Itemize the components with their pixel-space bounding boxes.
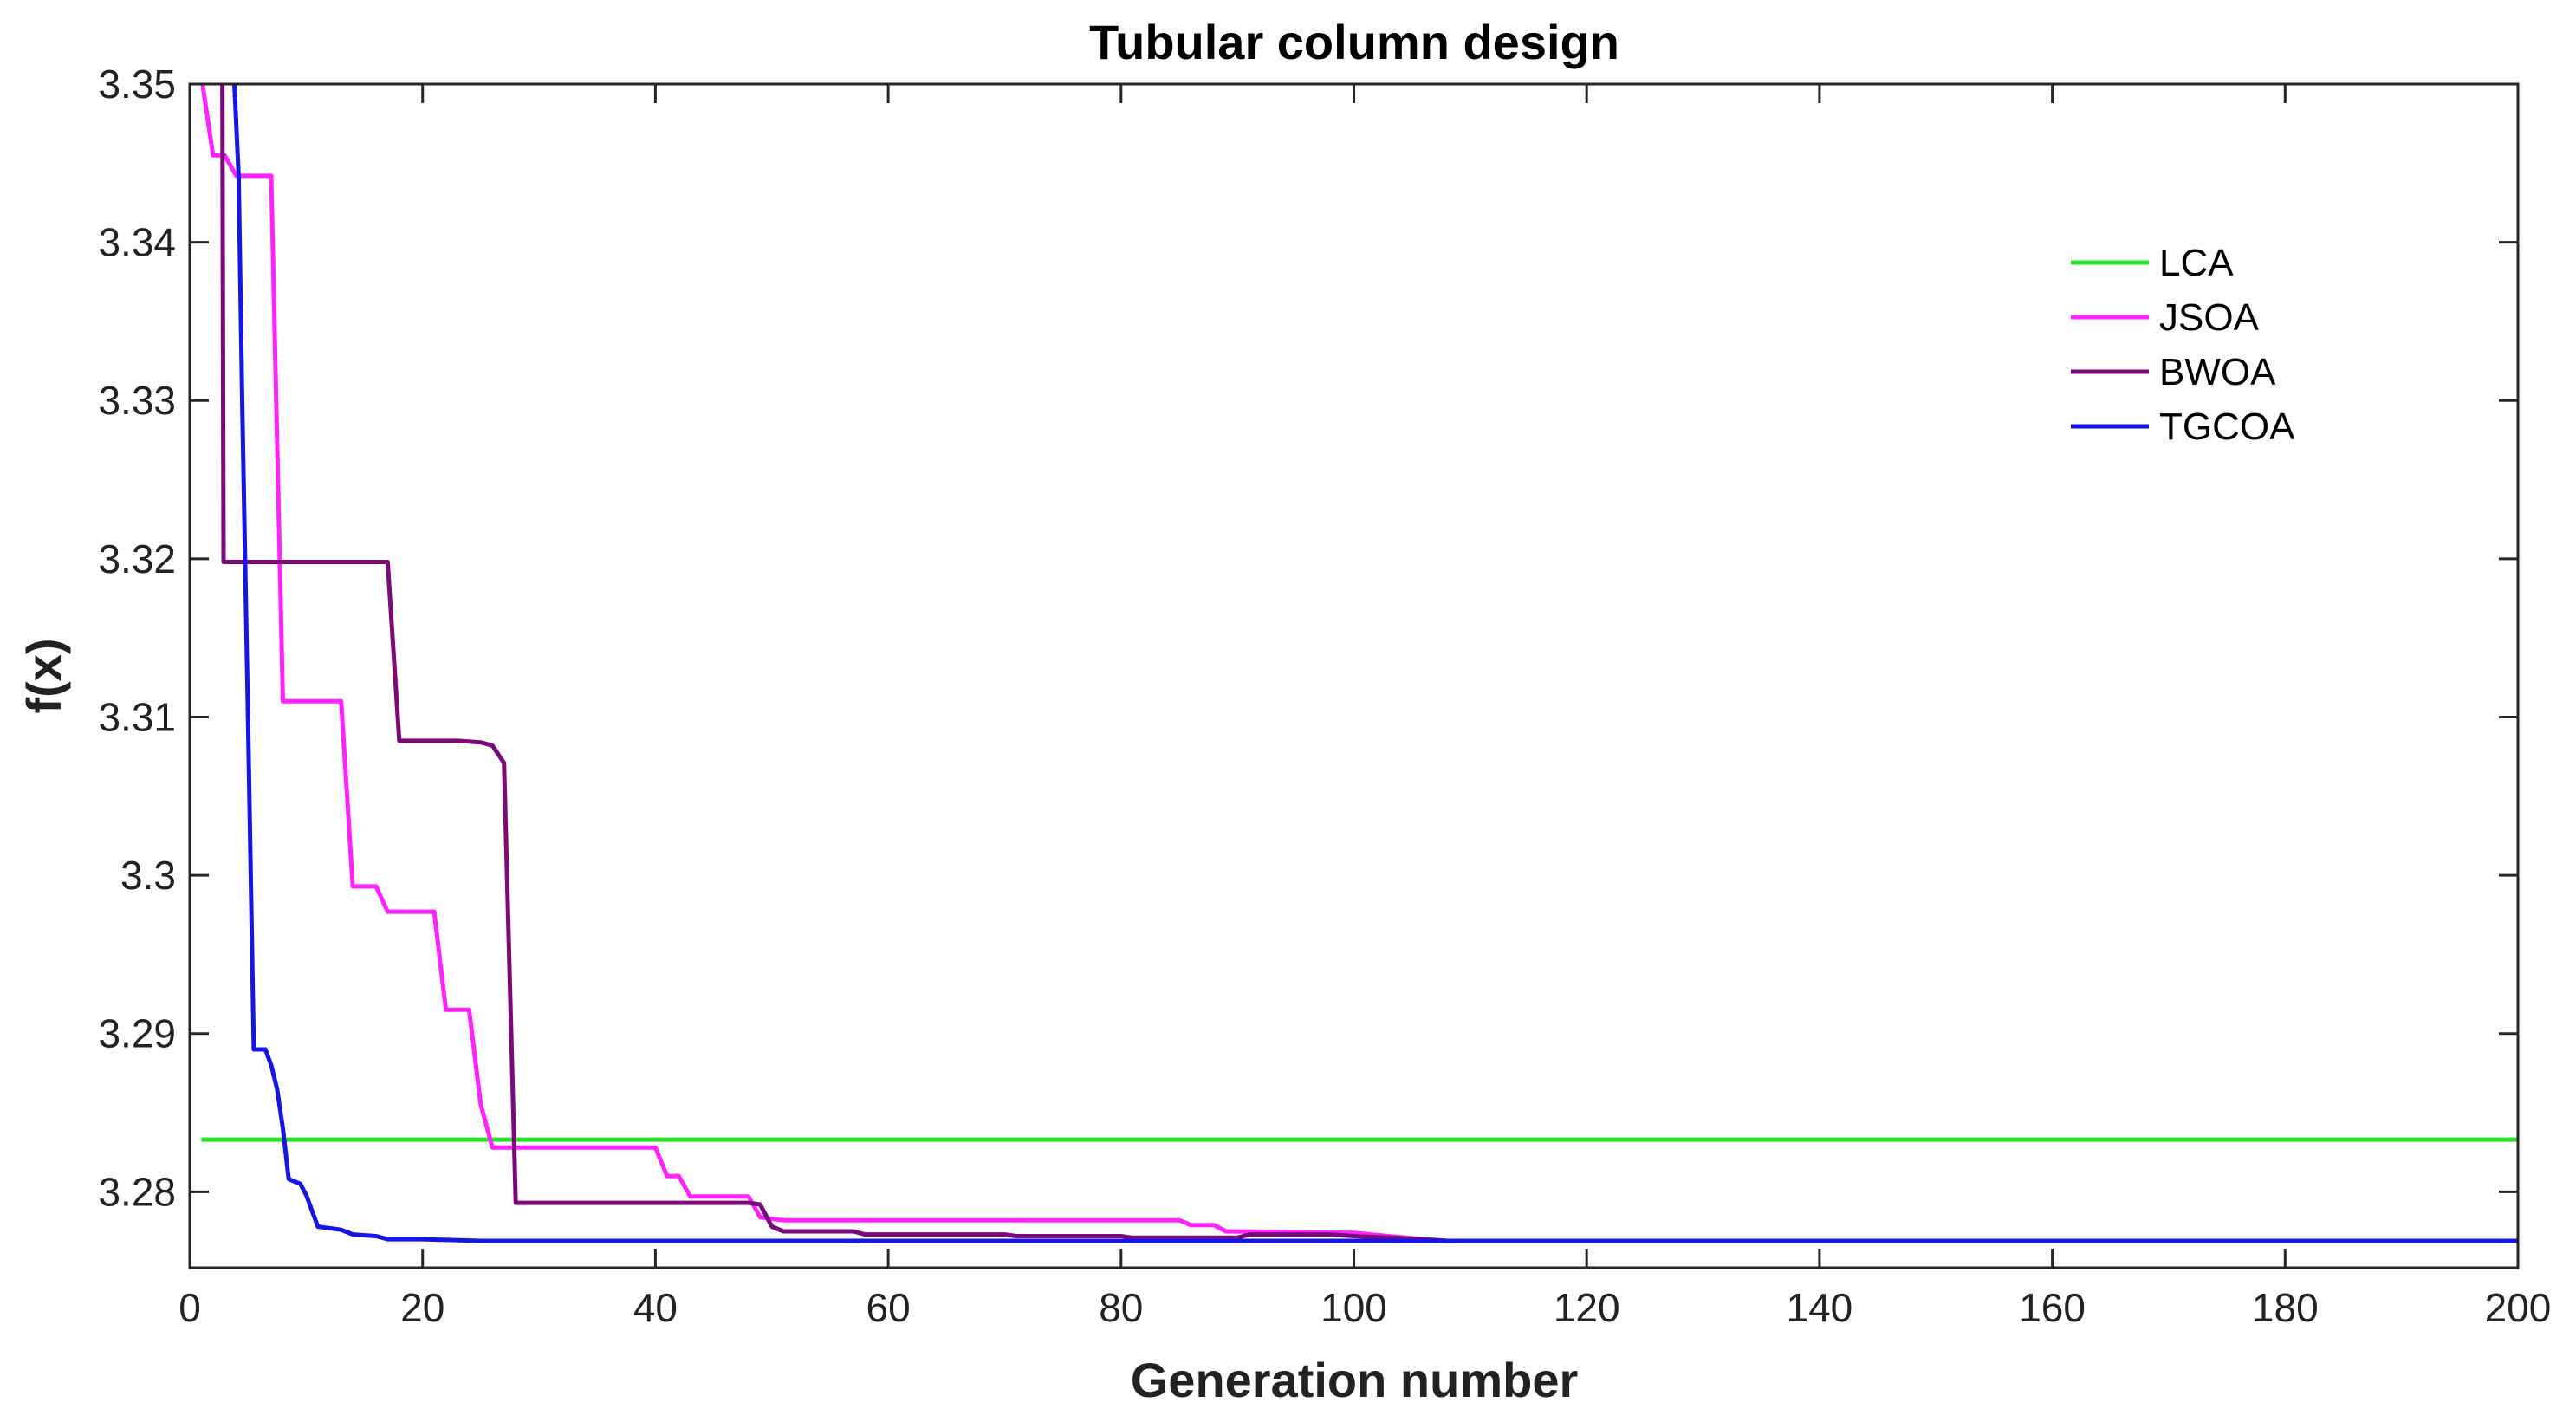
x-tick-label: 0 (178, 1285, 201, 1330)
y-axis: 3.28 3.29 3.3 3.31 3.32 3.33 3.34 3.35 (98, 62, 2518, 1214)
x-axis-label: Generation number (1131, 1353, 1579, 1407)
x-tick-label: 160 (2019, 1285, 2086, 1330)
y-tick-label: 3.35 (98, 62, 176, 107)
legend-label-tgcoa: TGCOA (2159, 406, 2295, 448)
y-tick-label: 3.32 (98, 536, 176, 581)
x-tick-label: 40 (633, 1285, 678, 1330)
y-axis-label: f(x) (16, 638, 71, 713)
y-tick-label: 3.31 (98, 694, 176, 739)
series-layer (200, 84, 2518, 1243)
x-tick-label: 60 (866, 1285, 911, 1330)
chart-title: Tubular column design (1089, 15, 1619, 69)
legend-label-lca: LCA (2159, 242, 2234, 284)
y-tick-label: 3.3 (120, 853, 176, 898)
x-axis: 0 20 40 60 80 100 120 140 160 180 200 (178, 84, 2551, 1330)
plot-area (188, 82, 2520, 1269)
legend-label-jsoa: JSOA (2159, 296, 2260, 339)
x-tick-label: 180 (2252, 1285, 2319, 1330)
x-tick-label: 100 (1320, 1285, 1387, 1330)
y-tick-label: 3.28 (98, 1169, 176, 1214)
legend-label-bwoa: BWOA (2159, 351, 2276, 393)
y-tick-label: 3.29 (98, 1011, 176, 1056)
x-tick-label: 80 (1099, 1285, 1143, 1330)
y-tick-label: 3.34 (98, 220, 176, 265)
x-tick-label: 140 (1787, 1285, 1853, 1330)
series-line-bwoa (220, 84, 2518, 1243)
y-tick-label: 3.33 (98, 378, 176, 423)
series-line-tgcoa (232, 84, 2518, 1243)
x-tick-label: 20 (400, 1285, 444, 1330)
x-tick-label: 200 (2485, 1285, 2552, 1330)
legend: LCA JSOA BWOA TGCOA (2071, 242, 2295, 448)
x-tick-label: 120 (1554, 1285, 1620, 1330)
series-line-jsoa (200, 84, 2518, 1243)
